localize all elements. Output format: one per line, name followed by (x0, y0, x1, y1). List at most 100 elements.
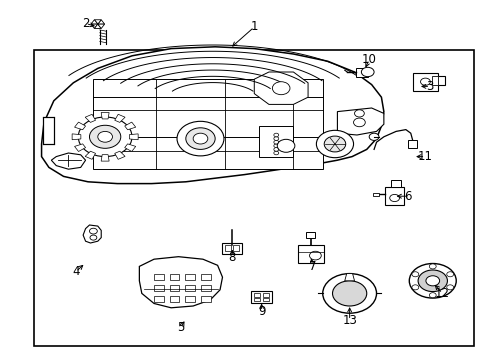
Text: 9: 9 (257, 305, 265, 318)
Bar (372, 193, 378, 196)
Circle shape (273, 133, 278, 137)
Text: 5: 5 (177, 321, 184, 334)
Bar (201, 274, 210, 280)
Circle shape (273, 140, 278, 144)
Bar (34, 50, 473, 346)
Circle shape (428, 264, 435, 269)
Bar (169, 274, 179, 280)
Circle shape (273, 137, 278, 140)
Polygon shape (344, 274, 354, 281)
Circle shape (428, 293, 435, 298)
Polygon shape (101, 112, 109, 119)
Polygon shape (72, 134, 81, 140)
Bar (93, 79, 322, 169)
Bar (253, 298, 260, 301)
Circle shape (324, 136, 345, 152)
Bar (262, 293, 268, 297)
Circle shape (90, 235, 97, 240)
Polygon shape (139, 257, 222, 308)
Bar (185, 285, 195, 291)
Circle shape (273, 151, 278, 155)
Circle shape (177, 121, 224, 156)
Circle shape (332, 281, 366, 306)
Bar (407, 140, 416, 148)
Bar (305, 232, 315, 238)
Bar (222, 243, 242, 254)
Circle shape (417, 270, 447, 292)
Circle shape (368, 133, 378, 140)
Bar (259, 126, 293, 157)
Polygon shape (412, 73, 444, 91)
Polygon shape (101, 155, 109, 161)
Polygon shape (83, 225, 101, 243)
Bar (250, 291, 272, 303)
Circle shape (322, 274, 376, 313)
Polygon shape (98, 20, 104, 24)
Circle shape (446, 272, 453, 277)
Text: 11: 11 (417, 150, 432, 163)
Bar (154, 274, 163, 280)
Circle shape (185, 128, 215, 149)
Polygon shape (94, 24, 101, 28)
Polygon shape (98, 24, 104, 28)
Text: 8: 8 (228, 251, 236, 264)
Text: 2: 2 (81, 17, 89, 30)
Bar (298, 245, 323, 263)
Polygon shape (129, 134, 138, 140)
Polygon shape (94, 20, 101, 24)
Polygon shape (74, 122, 85, 130)
Circle shape (78, 117, 132, 157)
Circle shape (272, 82, 289, 95)
Bar (390, 180, 400, 187)
Polygon shape (254, 72, 307, 104)
Bar (355, 68, 367, 77)
Polygon shape (91, 20, 98, 24)
Circle shape (193, 133, 207, 144)
Bar (253, 293, 260, 297)
Polygon shape (74, 144, 85, 152)
Bar (201, 296, 210, 302)
Circle shape (408, 264, 455, 298)
Text: 6: 6 (404, 190, 411, 203)
Circle shape (89, 125, 121, 148)
Circle shape (353, 118, 365, 127)
Polygon shape (85, 151, 95, 159)
Bar (154, 296, 163, 302)
Text: 10: 10 (361, 53, 376, 66)
Circle shape (389, 194, 399, 202)
Text: 3: 3 (426, 80, 433, 93)
Circle shape (411, 285, 418, 290)
Text: 1: 1 (250, 21, 258, 33)
Text: 4: 4 (72, 265, 80, 278)
Circle shape (425, 276, 439, 286)
Bar (225, 245, 231, 251)
Polygon shape (115, 151, 125, 159)
Circle shape (273, 144, 278, 148)
Circle shape (309, 251, 321, 260)
Circle shape (316, 130, 353, 158)
Text: 12: 12 (434, 287, 449, 300)
Circle shape (98, 131, 112, 142)
Circle shape (361, 67, 373, 77)
Bar (169, 285, 179, 291)
Bar (185, 296, 195, 302)
Polygon shape (115, 114, 125, 122)
Polygon shape (337, 108, 383, 135)
Bar (43, 117, 54, 144)
Bar (169, 296, 179, 302)
Bar (233, 245, 239, 251)
Circle shape (420, 78, 429, 85)
Circle shape (89, 228, 97, 234)
Circle shape (273, 148, 278, 151)
Bar (185, 274, 195, 280)
Circle shape (411, 272, 418, 277)
Bar (262, 298, 268, 301)
Circle shape (446, 285, 453, 290)
Bar (201, 285, 210, 291)
Bar (154, 285, 163, 291)
Polygon shape (51, 153, 85, 169)
Circle shape (354, 110, 364, 117)
Polygon shape (124, 122, 136, 130)
Polygon shape (41, 47, 383, 184)
Text: 13: 13 (342, 314, 356, 327)
